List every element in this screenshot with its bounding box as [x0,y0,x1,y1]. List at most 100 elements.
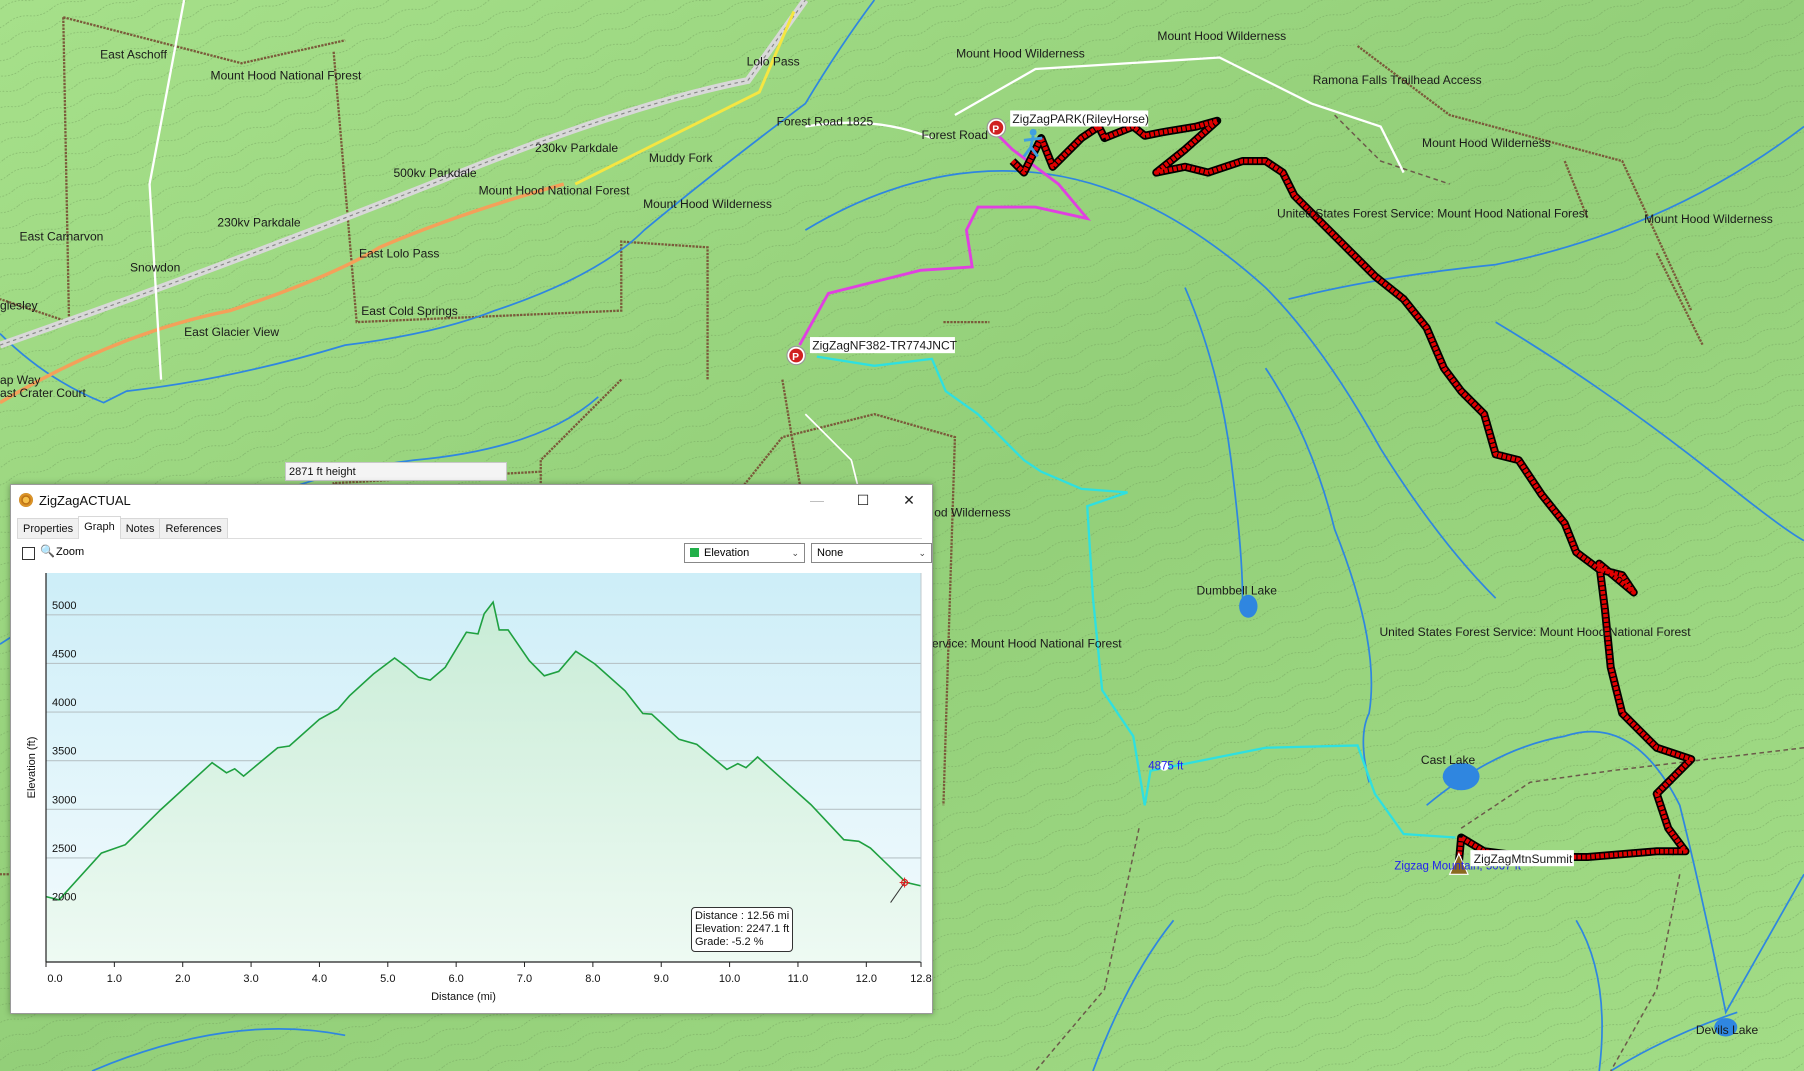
x-tick-label: 6.0 [449,973,464,985]
x-tick-label: 8.0 [585,973,600,985]
map-label: 230kv Parkdale [535,141,618,155]
x-tick-label: 5.0 [380,973,395,985]
tooltip-grade: Grade: -5.2 % [695,936,764,948]
tab-bar: Properties Graph Notes References [17,516,922,539]
map-label: Mount Hood Wilderness [1157,29,1286,43]
map-label: Mount Hood Wilderness [1422,136,1551,150]
waypoint-label-bg [1010,110,1149,127]
tooltip-distance: Distance : 12.56 mi [695,910,790,922]
map-hover-tooltip: 2871 ft height [285,462,507,481]
tab-references[interactable]: References [159,518,228,538]
roads [0,0,1405,507]
map-label: East Carnarvon [20,229,104,243]
map-label: od Wilderness [934,506,1010,520]
tab-properties[interactable]: Properties [17,518,80,538]
dialog-title: ZigZagACTUAL [39,492,131,508]
map-label: Lolo Pass [747,55,800,69]
parking-icon[interactable]: P [786,345,806,366]
title-bar[interactable]: ZigZagACTUAL — ☐ ✕ [11,485,932,515]
chevron-down-icon: ⌄ [918,548,926,558]
map-label: East Glacier View [184,325,279,339]
x-tick-label: 2.0 [175,973,190,985]
map-label: Muddy Fork [649,151,714,165]
map-label: 500kv Parkdale [393,166,476,180]
y-tick-label: 2000 [52,892,76,904]
trails [1034,114,1804,1071]
waypoint-label-bg [809,337,955,354]
map-label: ervice: Mount Hood National Forest [932,637,1122,651]
map-label: Forest Road 1825 [777,114,874,128]
map-label: United States Forest Service: Mount Hood… [1379,625,1691,639]
map-label: Mount Hood National Forest [479,183,631,197]
x-axis-label: Distance (mi) [431,991,496,1003]
x-tick-label: 3.0 [243,973,258,985]
map-label: East Aschoff [100,48,167,62]
close-button[interactable]: ✕ [903,491,915,508]
map-label: East Cold Springs [361,304,458,318]
zoom-label: Zoom [56,546,85,558]
track-properties-dialog: ZigZagACTUAL — ☐ ✕ Properties Graph Note… [10,484,933,1014]
x-tick-label: 4.0 [312,973,327,985]
x-tick-label: 12.8 [910,973,931,985]
secondary-select-value: None [817,547,844,559]
svg-text:P: P [992,124,999,135]
chevron-down-icon: ⌄ [791,548,799,558]
elevation-point-icon [1159,761,1169,771]
map-label: Mount Hood Wilderness [643,197,772,211]
map-label: Dumbbell Lake [1197,584,1278,598]
secondary-series-select[interactable]: None ⌄ [811,543,932,563]
waypoint-summit-label[interactable]: ZigZagMtnSummit [1474,852,1573,866]
map-label: ast Crater Court [0,386,86,400]
hiker-icon [1022,128,1043,158]
y-axis-label: Elevation (ft) [26,737,38,799]
y-tick-label: 3000 [52,794,76,806]
chart-tooltip: Distance : 12.56 mi Elevation: 2247.1 ft… [691,907,794,952]
svg-text:P: P [792,352,799,363]
x-tick-label: 7.0 [517,973,532,985]
map-label: Devils Lake [1696,1023,1759,1037]
tab-notes[interactable]: Notes [119,518,161,538]
app-icon [19,493,33,507]
track-actual-fill [1010,118,1694,863]
y-tick-label: 5000 [52,600,76,612]
map-label: ap Way [0,373,40,387]
map-label: Mount Hood National Forest [211,68,363,82]
map-label: glesley [0,298,38,312]
magnifier-icon: 🔍 [40,544,55,558]
y-tick-label: 3500 [52,746,76,758]
map-label: Cast Lake [1421,753,1476,767]
series-color-swatch [690,548,699,557]
tooltip-pointer [890,882,906,903]
x-tick-label: 9.0 [654,973,669,985]
waypoint-label-bg [1470,850,1574,867]
waypoint-park-label[interactable]: ZigZagPARK(RileyHorse) [1012,112,1149,126]
y-tick-label: 4500 [52,648,76,660]
map-label: 4875 ft [1148,761,1184,773]
map-label: Ramona Falls Trailhead Access [1313,73,1482,87]
x-tick-label: 11.0 [788,973,809,985]
tab-graph[interactable]: Graph [78,516,121,539]
route-cyan[interactable] [816,355,1456,839]
map-label: East Lolo Pass [359,247,439,261]
elevation-area [46,602,921,962]
map-label: Mount Hood Wilderness [956,47,1085,61]
cursor-marker-icon [899,877,910,888]
route-pink[interactable] [798,127,1092,346]
graph-toolbar: 🔍 Zoom Elevation ⌄ None ⌄ [19,543,932,563]
x-tick-label: 12.0 [856,973,877,985]
series-select[interactable]: Elevation ⌄ [684,543,805,563]
zigzag-mountain-label: Zigzag Mountain, 5067 ft [1394,861,1521,873]
parking-icon[interactable]: P [986,117,1007,138]
elevation-chart[interactable]: 2000 2500 3000 3500 4000 4500 5000 0.0 1.0 2.0 3.0… [11,565,932,1010]
x-tick-label: 10.0 [719,973,740,985]
map-label: Snowdon [130,260,180,274]
zoom-checkbox[interactable] [22,547,35,560]
waypoint-junction-label[interactable]: ZigZagNF382-TR774JNCT [812,339,957,353]
map-label: United States Forest Service: Mount Hood… [1277,206,1589,220]
x-tick-label: 1.0 [107,973,122,985]
summit-icon [1448,852,1469,875]
y-tick-label: 4000 [52,697,76,709]
minimize-button[interactable]: — [810,492,824,508]
elevation-line[interactable] [45,600,922,901]
maximize-button[interactable]: ☐ [856,491,870,508]
